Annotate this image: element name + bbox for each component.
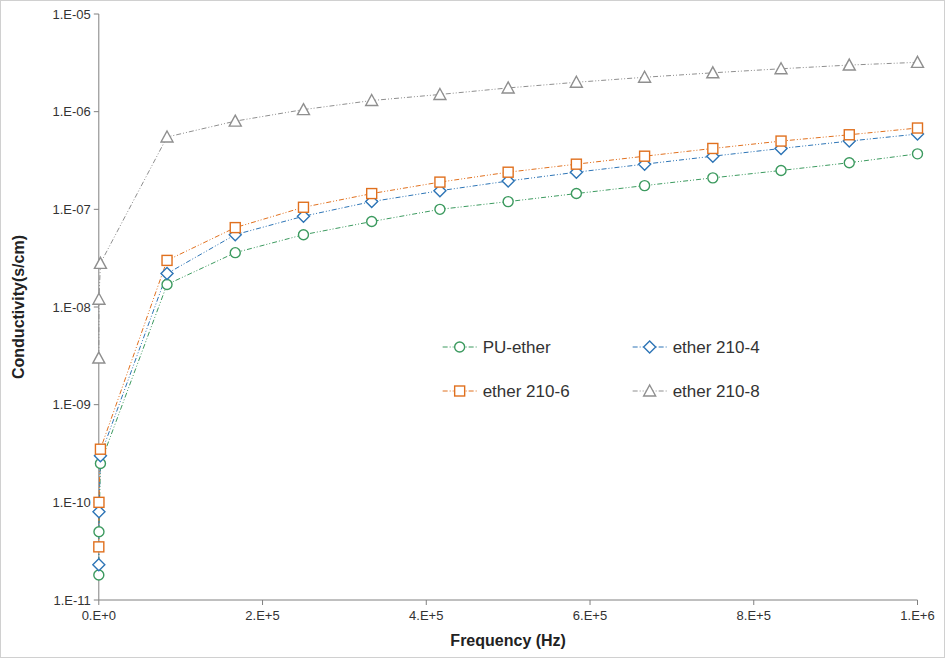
x-axis-title: Frequency (Hz) (450, 632, 566, 649)
point (776, 165, 786, 175)
y-tick-label: 1.E-11 (53, 593, 90, 608)
x-tick-label: 2.E+5 (245, 608, 279, 623)
point (95, 444, 105, 454)
point (297, 104, 309, 115)
point (502, 82, 514, 93)
point (162, 255, 172, 265)
point (708, 173, 718, 183)
point (570, 76, 582, 87)
y-tick-label: 1.E-06 (52, 104, 90, 119)
point (913, 149, 923, 159)
x-tick-label: 6.E+5 (573, 608, 607, 623)
legend-label: ether 210-6 (483, 382, 570, 401)
point (162, 279, 172, 289)
y-tick-label: 1.E-09 (52, 397, 90, 412)
point (367, 217, 377, 227)
point (435, 177, 445, 187)
point (503, 167, 513, 177)
point (93, 559, 105, 571)
point (503, 197, 513, 207)
point (571, 189, 581, 199)
legend-marker (455, 386, 465, 396)
y-tick-label: 1.E-07 (52, 202, 90, 217)
point (776, 136, 786, 146)
point (94, 527, 104, 537)
y-tick-label: 1.E-08 (52, 300, 90, 315)
point (94, 257, 106, 268)
point (94, 542, 104, 552)
series-line (99, 62, 918, 358)
x-axis (99, 600, 918, 601)
point (298, 230, 308, 240)
point (639, 71, 651, 82)
y-axis-title: Conductivity(s/cm) (10, 235, 27, 379)
point (161, 268, 173, 280)
background (1, 1, 945, 658)
point (571, 159, 581, 169)
point (844, 130, 854, 140)
legend-marker (455, 342, 465, 352)
point (707, 67, 719, 78)
series-line (99, 154, 918, 575)
x-tick-label: 8.E+5 (737, 608, 771, 623)
point (434, 88, 446, 99)
x-tick (98, 600, 99, 605)
point (298, 202, 308, 212)
point (913, 123, 923, 133)
legend-marker (644, 385, 656, 396)
y-tick (94, 307, 99, 308)
point (843, 59, 855, 70)
legend-label: ether 210-4 (673, 338, 760, 357)
series-line (99, 128, 918, 547)
y-tick (94, 14, 99, 15)
x-tick (917, 600, 918, 605)
point (161, 131, 173, 142)
point (435, 204, 445, 214)
point (93, 293, 105, 304)
point (230, 248, 240, 258)
point (366, 95, 378, 106)
series-line (99, 134, 918, 565)
y-tick (94, 111, 99, 112)
y-tick-label: 1.E-10 (52, 495, 90, 510)
y-tick-label: 1.E-05 (52, 7, 90, 22)
legend-label: ether 210-8 (673, 382, 760, 401)
y-tick (94, 404, 99, 405)
chart: 1.E-11 1.E-10 1.E-09 1.E-08 1.E-07 1.E-06 1.E-… (0, 0, 945, 658)
y-tick (94, 209, 99, 210)
point (775, 63, 787, 74)
y-tick (94, 600, 99, 601)
x-tick (426, 600, 427, 605)
x-tick-label: 1.E+6 (900, 608, 934, 623)
point (640, 181, 650, 191)
x-tick-label: 4.E+5 (409, 608, 443, 623)
legend: PU-ether ether 210-4 ether 210-6 ether 210-… (443, 338, 760, 401)
x-tick (262, 600, 263, 605)
legend-marker (644, 341, 656, 353)
point (844, 158, 854, 168)
point (708, 143, 718, 153)
x-tick-label: 0.E+0 (82, 608, 116, 623)
point (94, 497, 104, 507)
point (912, 56, 924, 67)
x-tick (753, 600, 754, 605)
point (229, 115, 241, 126)
point (230, 223, 240, 233)
point (640, 151, 650, 161)
legend-label: PU-ether (483, 338, 551, 357)
x-tick (590, 600, 591, 605)
plot-area (93, 56, 924, 580)
point (367, 189, 377, 199)
point (93, 352, 105, 363)
